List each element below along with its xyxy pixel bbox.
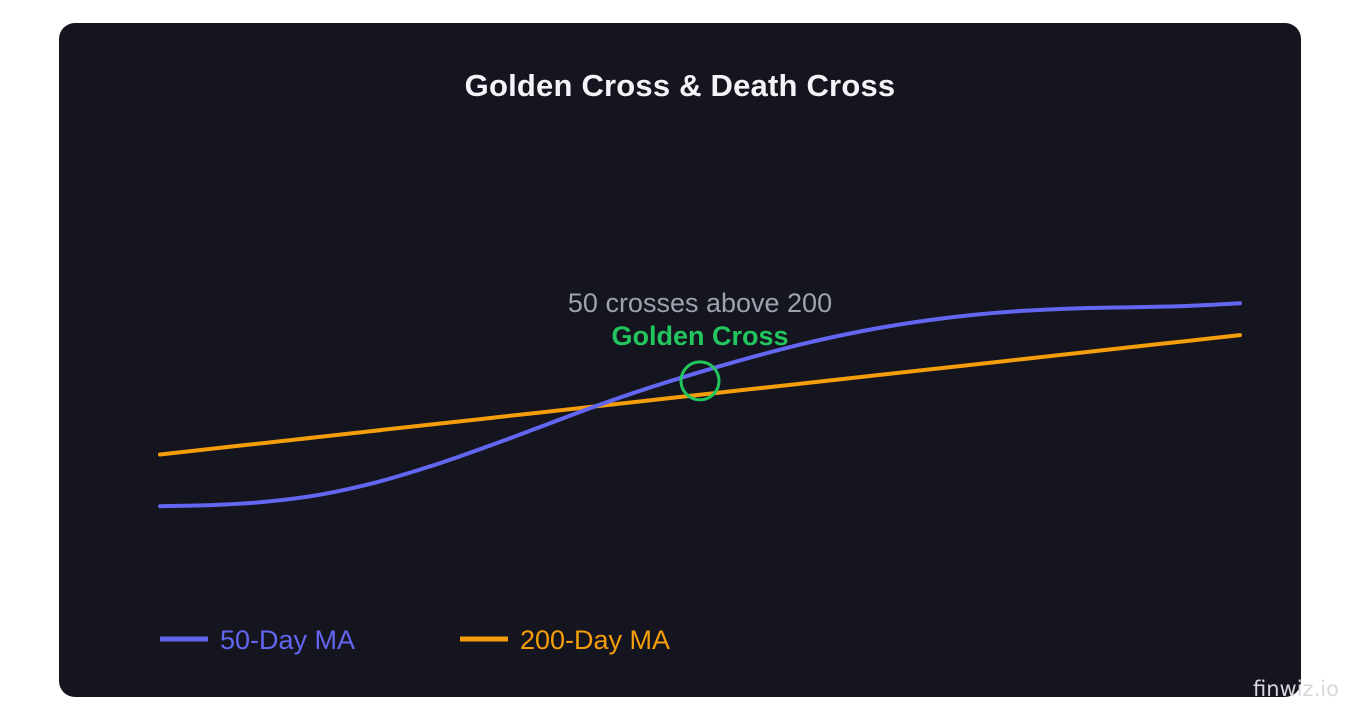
watermark: finwiz.io xyxy=(1253,677,1339,701)
golden-cross-marker xyxy=(679,360,721,402)
chart-title: Golden Cross & Death Cross xyxy=(464,68,896,103)
series-line-50-day-ma xyxy=(158,301,1242,509)
series-line-200-day-ma xyxy=(158,333,1242,457)
annotation-caption: 50 crosses above 200 xyxy=(568,288,832,318)
annotation-label-golden-cross: Golden Cross xyxy=(611,321,788,351)
chart-card: Golden Cross & Death Cross 50 crosses ab… xyxy=(59,23,1301,697)
legend-label-50-day-ma: 50-Day MA xyxy=(220,625,355,655)
legend-label-200-day-ma: 200-Day MA xyxy=(520,625,670,655)
